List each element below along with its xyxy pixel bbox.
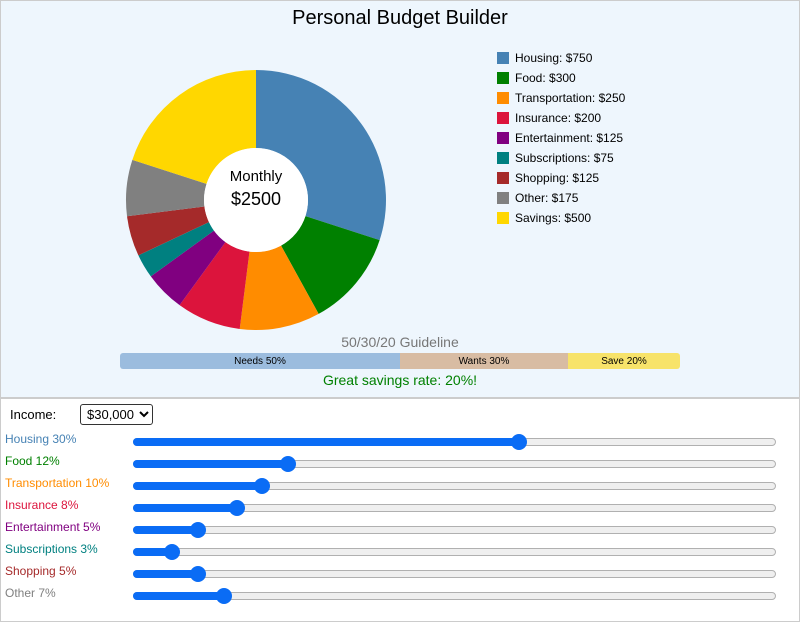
guideline-segment: Wants 30%	[400, 353, 568, 369]
legend: Housing: $750 Food: $300 Transportation: $…	[497, 48, 625, 228]
slider-fill	[133, 592, 223, 600]
legend-label: Subscriptions: $75	[515, 151, 614, 165]
guideline-title: 50/30/20 Guideline	[341, 334, 459, 350]
slice-entertainment	[150, 230, 226, 306]
slider-fill	[133, 526, 198, 534]
slider-label: Food 12%	[5, 454, 60, 468]
savings-message: Great savings rate: 20%!	[322, 372, 478, 388]
legend-item: Savings: $500	[497, 208, 625, 228]
slider-fill	[133, 570, 198, 578]
legend-label: Housing: $750	[515, 51, 593, 65]
legend-label: Entertainment: $125	[515, 131, 624, 145]
slider-thumb[interactable]	[279, 456, 296, 472]
budget-slider-entertainment[interactable]	[133, 522, 776, 538]
budget-slider-food[interactable]	[133, 456, 776, 472]
slider-fill	[133, 548, 172, 556]
legend-item: Other: $175	[497, 188, 625, 208]
slider-label: Transportation 10%	[5, 476, 110, 490]
legend-item: Shopping: $125	[497, 168, 625, 188]
slider-label: Shopping 5%	[5, 564, 77, 578]
legend-swatch	[497, 192, 509, 204]
legend-swatch	[497, 72, 509, 84]
slider-label: Entertainment 5%	[5, 520, 101, 534]
legend-swatch	[497, 92, 509, 104]
budget-slider-subscriptions[interactable]	[133, 544, 776, 560]
legend-item: Subscriptions: $75	[497, 148, 625, 168]
slider-thumb[interactable]	[190, 522, 207, 538]
slider-thumb[interactable]	[215, 588, 232, 604]
slider-label: Housing 30%	[5, 432, 77, 446]
legend-swatch	[497, 52, 509, 64]
legend-item: Housing: $750	[497, 48, 625, 68]
guideline-segment: Needs 50%	[120, 353, 400, 369]
guideline-bar: Needs 50% Wants 30% Save 20%	[120, 353, 680, 369]
income-label: Income:	[10, 407, 57, 422]
slider-label: Insurance 8%	[5, 498, 79, 512]
budget-slider-other[interactable]	[133, 588, 776, 604]
slice-transportation	[239, 245, 319, 330]
slider-fill	[133, 482, 262, 490]
slice-insurance	[179, 242, 250, 329]
legend-swatch	[497, 152, 509, 164]
legend-item: Insurance: $200	[497, 108, 625, 128]
budget-donut-chart	[125, 70, 386, 330]
legend-label: Transportation: $250	[515, 91, 626, 105]
slice-shopping	[127, 206, 209, 256]
slider-thumb[interactable]	[254, 478, 271, 494]
slice-subscriptions	[138, 222, 214, 277]
slider-fill	[133, 438, 518, 446]
legend-label: Food: $300	[515, 71, 576, 85]
slider-label: Subscriptions 3%	[5, 542, 98, 556]
legend-swatch	[497, 132, 509, 144]
income-select[interactable]: $30,000	[80, 404, 153, 425]
legend-label: Other: $175	[515, 191, 579, 205]
guideline-segment: Save 20%	[568, 353, 680, 369]
slice-housing	[256, 70, 386, 241]
page-title: Personal Budget Builder	[292, 7, 508, 29]
slider-thumb[interactable]	[510, 434, 527, 450]
budget-slider-transportation[interactable]	[133, 478, 776, 494]
slider-thumb[interactable]	[228, 500, 245, 516]
donut-hole	[204, 148, 308, 252]
center-label: Monthly	[229, 168, 283, 185]
slice-other	[125, 159, 207, 217]
center-total: $2500	[230, 189, 282, 209]
legend-item: Food: $300	[497, 68, 625, 88]
budget-slider-housing[interactable]	[133, 434, 776, 450]
slice-food	[281, 216, 380, 314]
legend-swatch	[497, 172, 509, 184]
slider-thumb[interactable]	[190, 566, 207, 582]
budget-slider-shopping[interactable]	[133, 566, 776, 582]
slider-fill	[133, 504, 236, 512]
legend-swatch	[497, 212, 509, 224]
slice-savings	[132, 70, 256, 184]
legend-label: Shopping: $125	[515, 171, 600, 185]
budget-slider-insurance[interactable]	[133, 500, 776, 516]
slider-thumb[interactable]	[164, 544, 181, 560]
legend-label: Savings: $500	[515, 211, 592, 225]
slider-fill	[133, 460, 287, 468]
slider-label: Other 7%	[5, 586, 56, 600]
legend-label: Insurance: $200	[515, 111, 602, 125]
legend-item: Entertainment: $125	[497, 128, 625, 148]
legend-item: Transportation: $250	[497, 88, 625, 108]
legend-swatch	[497, 112, 509, 124]
